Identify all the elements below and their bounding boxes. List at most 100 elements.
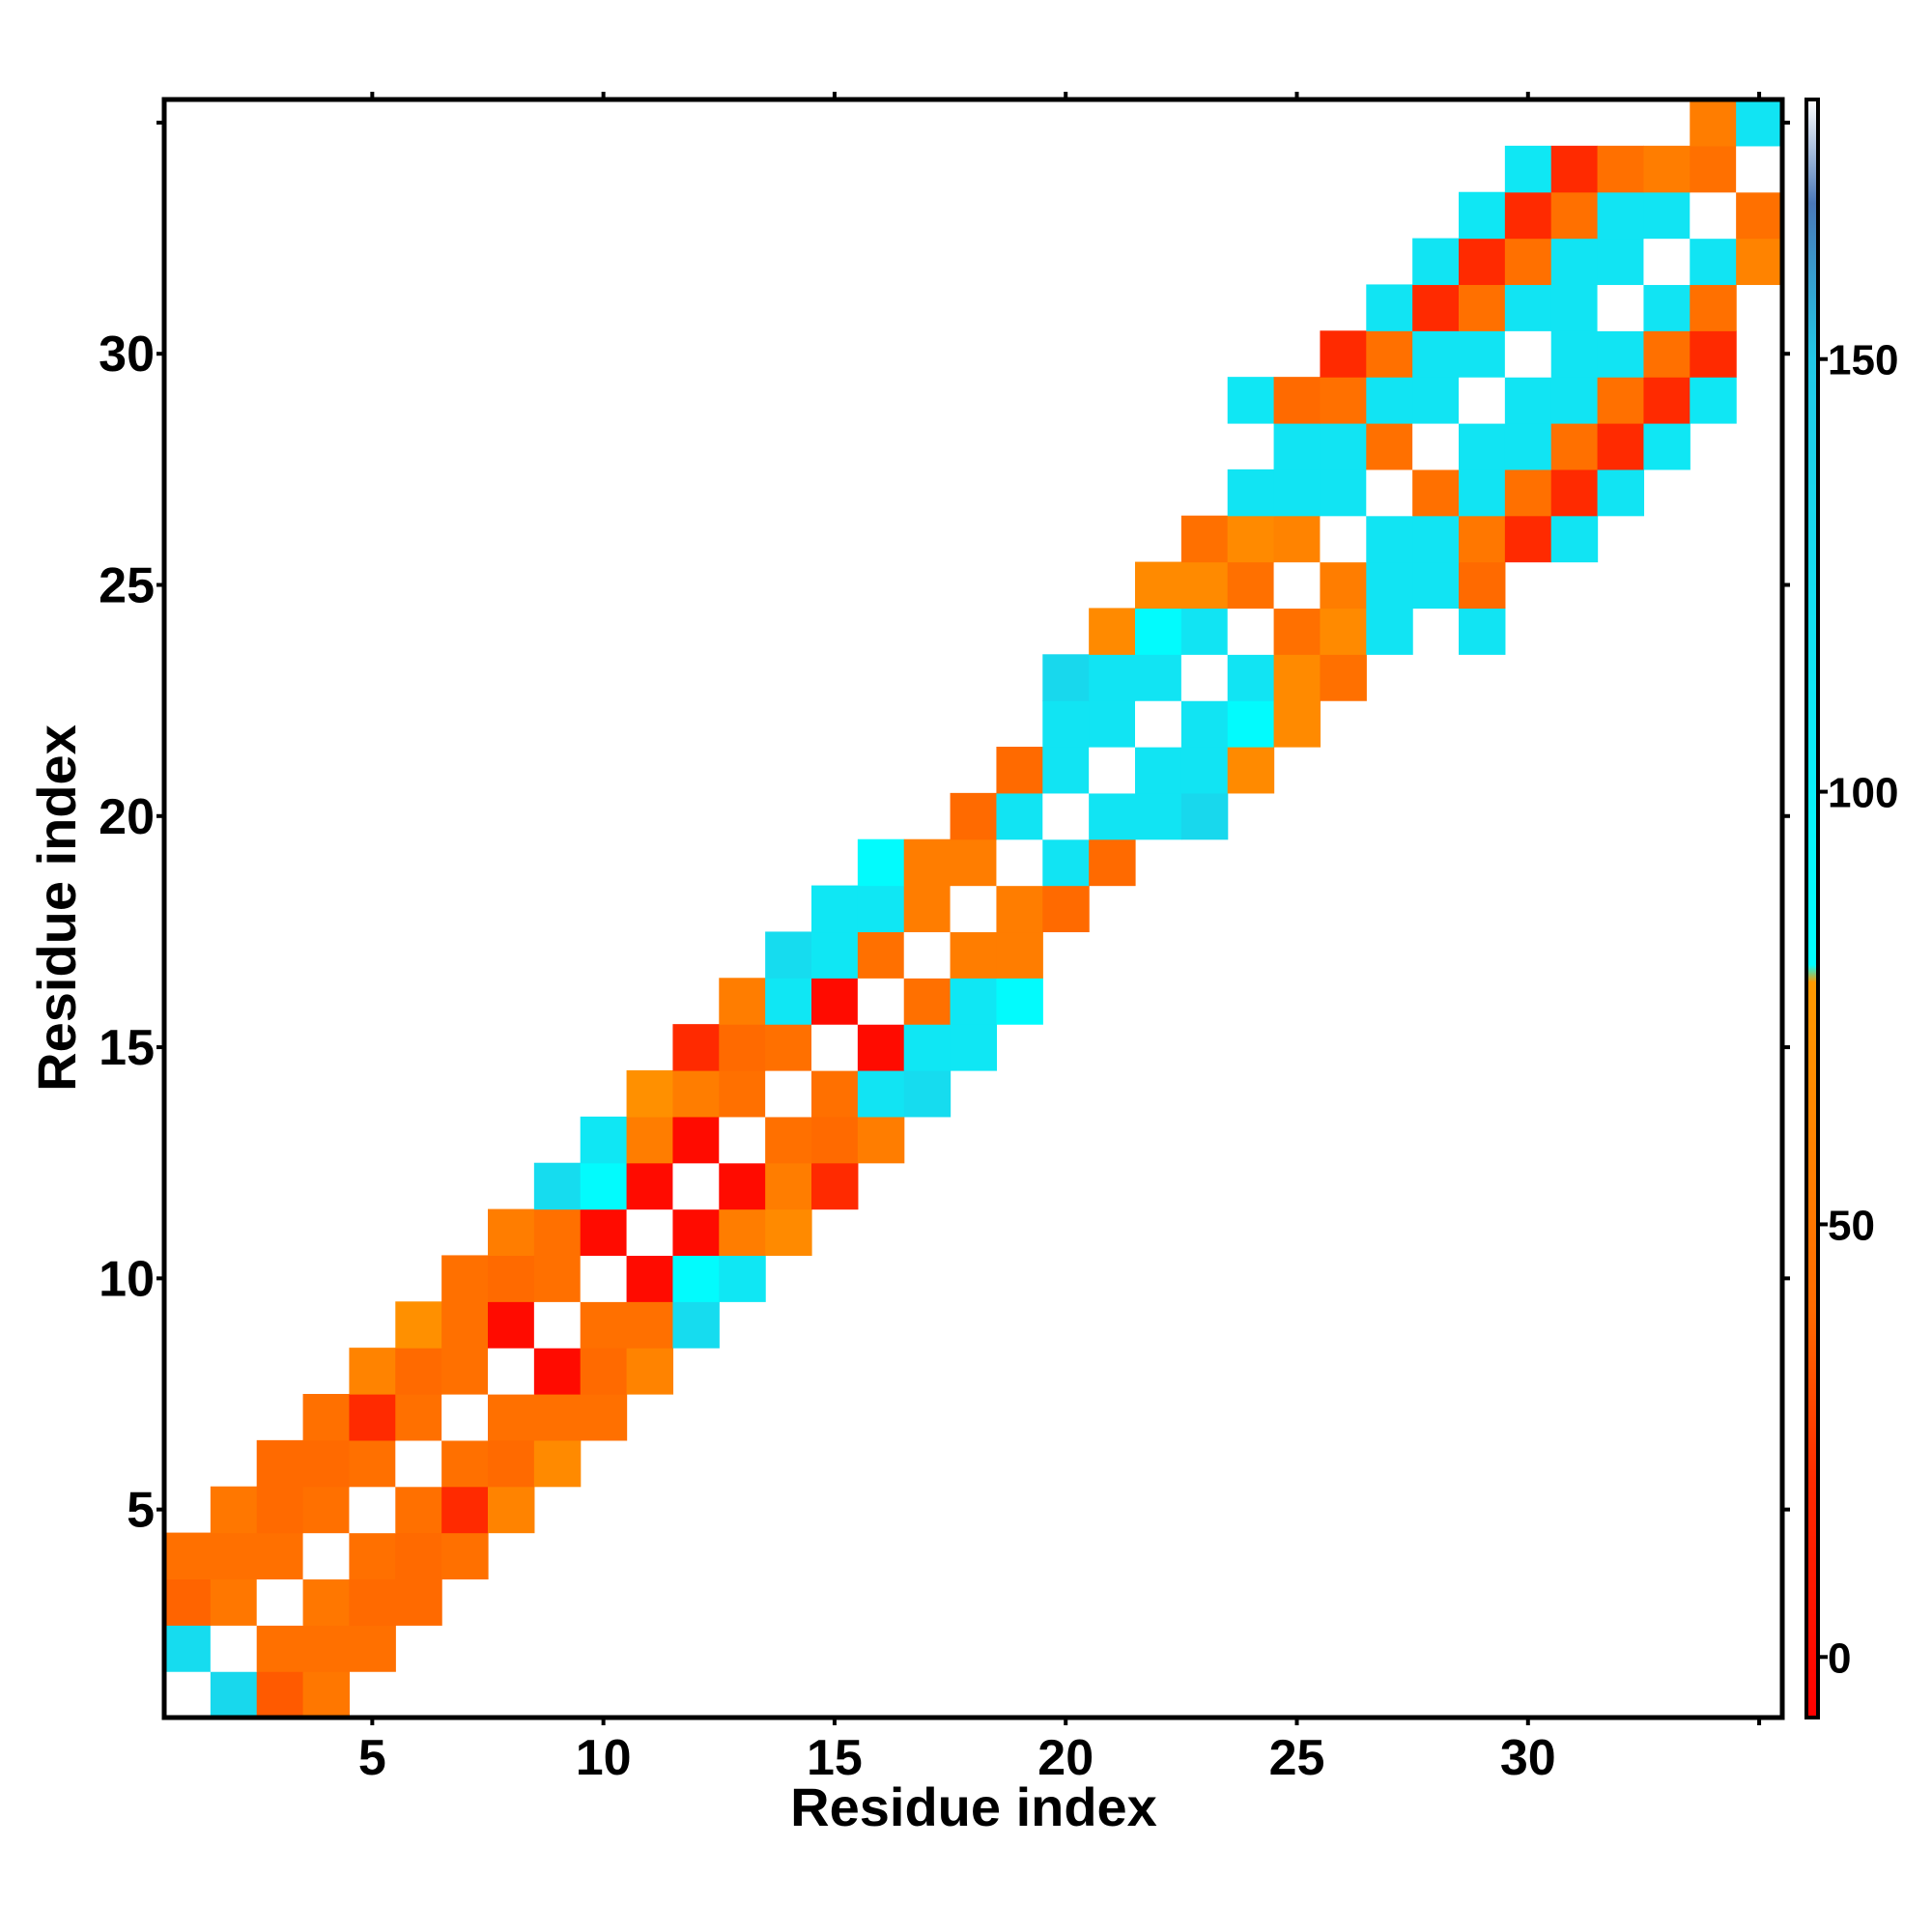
heatmap-cell: [1273, 654, 1321, 701]
heatmap-cell: [1227, 469, 1275, 517]
heatmap-cell: [1042, 838, 1090, 887]
heatmap-cell: [580, 1208, 628, 1257]
heatmap-cell: [1504, 469, 1552, 517]
heatmap-cell: [996, 792, 1043, 840]
heatmap-cell: [672, 1301, 720, 1349]
heatmap-cell: [719, 1255, 766, 1302]
heatmap-cell: [1180, 792, 1229, 840]
heatmap-cell: [950, 931, 998, 979]
heatmap-cell: [626, 1070, 674, 1118]
heatmap-cell: [488, 1255, 535, 1302]
heatmap-cell: [903, 885, 952, 933]
heatmap-cell: [996, 885, 1043, 933]
heatmap-cell: [1135, 792, 1182, 840]
heatmap-cell: [1042, 654, 1090, 701]
heatmap-cell: [1320, 654, 1367, 701]
heatmap-cell: [1550, 423, 1599, 470]
heatmap-cell: [626, 1255, 674, 1302]
heatmap-cell: [672, 1255, 720, 1302]
heatmap-cell: [1736, 99, 1782, 147]
heatmap-cell: [441, 1486, 489, 1534]
heatmap-cell: [349, 1394, 396, 1441]
heatmap-cell: [1550, 284, 1599, 331]
heatmap-cell: [1180, 561, 1229, 610]
heatmap-cell: [533, 1255, 582, 1302]
heatmap-cell: [1459, 191, 1506, 240]
heatmap-cell: [857, 1116, 905, 1164]
heatmap-cell: [765, 1024, 812, 1071]
heatmap-cell: [719, 1116, 766, 1164]
y-tick-label: 10: [99, 1251, 155, 1307]
heatmap-cell: [1504, 191, 1552, 240]
heatmap-cell: [302, 1394, 351, 1441]
heatmap-cell: [719, 1070, 766, 1118]
x-tick-label: 30: [1500, 1730, 1556, 1786]
heatmap-cell: [1366, 284, 1413, 331]
heatmap-cell: [1550, 469, 1599, 517]
heatmap-cell: [533, 1348, 582, 1395]
heatmap-cell: [1273, 423, 1321, 470]
heatmap-cell: [1690, 330, 1737, 378]
heatmap-cell: [1643, 377, 1690, 424]
heatmap-cell: [1412, 284, 1460, 331]
heatmap-cell: [1597, 191, 1645, 240]
heatmap-cell: [811, 1162, 859, 1210]
heatmap-cell: [533, 1208, 582, 1257]
heatmap-cell: [1597, 238, 1645, 286]
heatmap-cell: [857, 978, 905, 1025]
heatmap-cell: [1180, 515, 1229, 563]
heatmap-cell: [1504, 515, 1552, 563]
heatmap-cell: [395, 1301, 442, 1349]
heatmap-cell: [395, 1348, 442, 1395]
heatmap-cell: [765, 978, 812, 1025]
heatmap-cell: [1273, 377, 1321, 424]
heatmap-cell: [164, 1625, 212, 1672]
heatmap-cell: [950, 838, 998, 887]
heatmap-cell: [1550, 191, 1599, 240]
heatmap-cell: [1366, 330, 1413, 378]
heatmap-cell: [1042, 792, 1090, 840]
heatmap-cell: [857, 1070, 905, 1118]
heatmap-cell: [811, 978, 859, 1025]
heatmap-cell: [533, 1394, 582, 1441]
heatmap-cell: [1320, 377, 1367, 424]
heatmap-cell: [1320, 608, 1367, 655]
heatmap-cell: [1550, 515, 1599, 563]
heatmap-cell: [210, 1532, 258, 1580]
y-tick-label: 20: [99, 789, 155, 845]
heatmap-cell: [1089, 654, 1136, 701]
heatmap-cell: [1320, 561, 1367, 610]
heatmap-cell: [765, 1116, 812, 1164]
heatmap-cell: [626, 1348, 674, 1395]
heatmap-cell: [903, 838, 952, 887]
heatmap-cell: [488, 1394, 535, 1441]
heatmap-cell: [302, 1671, 351, 1718]
heatmap-cell: [1366, 377, 1413, 424]
heatmap-cell: [857, 885, 905, 933]
heatmap-cell: [903, 931, 952, 979]
heatmap-cell: [1550, 145, 1599, 193]
heatmap-cell: [811, 885, 859, 933]
heatmap-cell: [1180, 700, 1229, 748]
heatmap-cell: [302, 1578, 351, 1626]
heatmap-cell: [395, 1394, 442, 1441]
heatmap-cell: [164, 1532, 212, 1580]
heatmap-cell: [672, 1162, 720, 1210]
y-tick-label: 5: [127, 1483, 155, 1539]
heatmap-cell: [1504, 145, 1552, 193]
x-tick-label: 20: [1037, 1730, 1094, 1786]
heatmap-cell: [256, 1625, 304, 1672]
heatmap-cell: [488, 1348, 535, 1395]
heatmap-cell: [811, 1116, 859, 1164]
heatmap-cell: [1643, 145, 1690, 193]
heatmap-cell: [1089, 838, 1136, 887]
heatmap-cell: [1736, 145, 1782, 193]
heatmap-cell: [1320, 515, 1367, 563]
heatmap-cell: [349, 1439, 396, 1488]
heatmap-cell: [1135, 654, 1182, 701]
heatmap-cell: [1273, 561, 1321, 610]
heatmap-cell: [1227, 377, 1275, 424]
heatmap-cell: [1459, 515, 1506, 563]
heatmap-cell: [626, 1208, 674, 1257]
heatmap-cell: [626, 1116, 674, 1164]
